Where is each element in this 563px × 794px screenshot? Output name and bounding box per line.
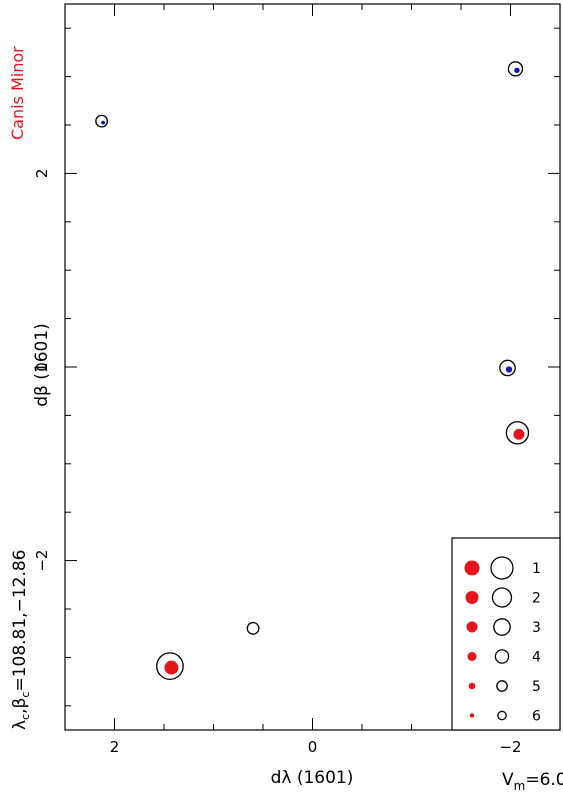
y-tick-label: 2 (33, 169, 51, 179)
star-dot (514, 67, 520, 74)
legend-magnitude-label: 2 (532, 591, 541, 607)
legend-filled-symbol (466, 621, 478, 633)
center-values: =108.81,−12.86 (10, 550, 30, 692)
legend-entry: 1 (464, 556, 541, 580)
constellation-label: Canis Minor (8, 46, 27, 140)
legend-open-symbol (494, 649, 510, 664)
vm-subscript: m (514, 779, 526, 793)
legend-filled-symbol (469, 713, 475, 718)
legend-entry: 3 (466, 618, 541, 636)
beta-subscript: c (19, 692, 32, 698)
legend-filled-symbol (464, 560, 480, 576)
x-tick-label: 0 (308, 738, 318, 756)
lambda-symbol: λ (10, 720, 30, 730)
legend-open-symbol (496, 680, 508, 692)
legend-magnitude-label: 1 (532, 561, 541, 577)
x-tick-label: 2 (110, 738, 120, 756)
legend-filled-symbol (467, 652, 477, 661)
legend-magnitude-label: 4 (532, 650, 541, 666)
star (499, 359, 516, 377)
legend-filled-symbol (468, 682, 476, 690)
legend-magnitude-label: 3 (532, 620, 541, 636)
legend-open-symbol (490, 556, 514, 580)
x-axis-label: dλ (1601) (271, 768, 354, 788)
lambda-subscript: c (19, 714, 32, 720)
legend-magnitude-label: 6 (532, 709, 541, 725)
legend-open-symbol (497, 710, 507, 721)
star-ring (156, 652, 184, 680)
star-ring (505, 421, 530, 445)
star-dot (505, 366, 513, 373)
star (505, 421, 530, 445)
legend-magnitude-label: 5 (532, 679, 541, 695)
legend-entry: 2 (465, 587, 541, 608)
legend-entry: 6 (469, 709, 541, 725)
y-tick-label: −2 (33, 550, 51, 572)
x-tick-label: −2 (499, 738, 521, 756)
star-ring (246, 621, 260, 635)
legend-entry: 5 (468, 679, 541, 695)
star-ring (507, 61, 524, 77)
star-dot (164, 660, 179, 675)
legend: 1 2 3 4 5 6 (451, 537, 561, 731)
legend-filled-symbol (465, 591, 479, 604)
legend-open-symbol (493, 618, 511, 636)
star-ring (95, 114, 109, 128)
star-dot (101, 120, 106, 125)
legend-open-symbol (491, 587, 513, 608)
beta-symbol: β (10, 698, 30, 709)
star-dot (513, 428, 525, 440)
vm-v: V (502, 770, 514, 790)
y-tick-label: 0 (33, 362, 51, 372)
vm-value: =6.0 (525, 770, 563, 790)
tick-labels: 2 0 −2 2 0 −2 (33, 169, 522, 756)
data-points (95, 61, 530, 680)
comma: , (10, 708, 30, 713)
star (246, 621, 260, 635)
star (95, 114, 109, 128)
limiting-magnitude-label: Vm=6.0 (502, 770, 563, 793)
star (507, 61, 524, 77)
y-axis-label: dβ (1601) (32, 323, 52, 407)
star-ring (499, 359, 516, 377)
star (156, 652, 184, 680)
center-coordinates-label: λc,βc=108.81,−12.86 (10, 550, 32, 731)
legend-entry: 4 (467, 649, 541, 666)
legend-rows: 1 2 3 4 5 6 (464, 556, 541, 725)
